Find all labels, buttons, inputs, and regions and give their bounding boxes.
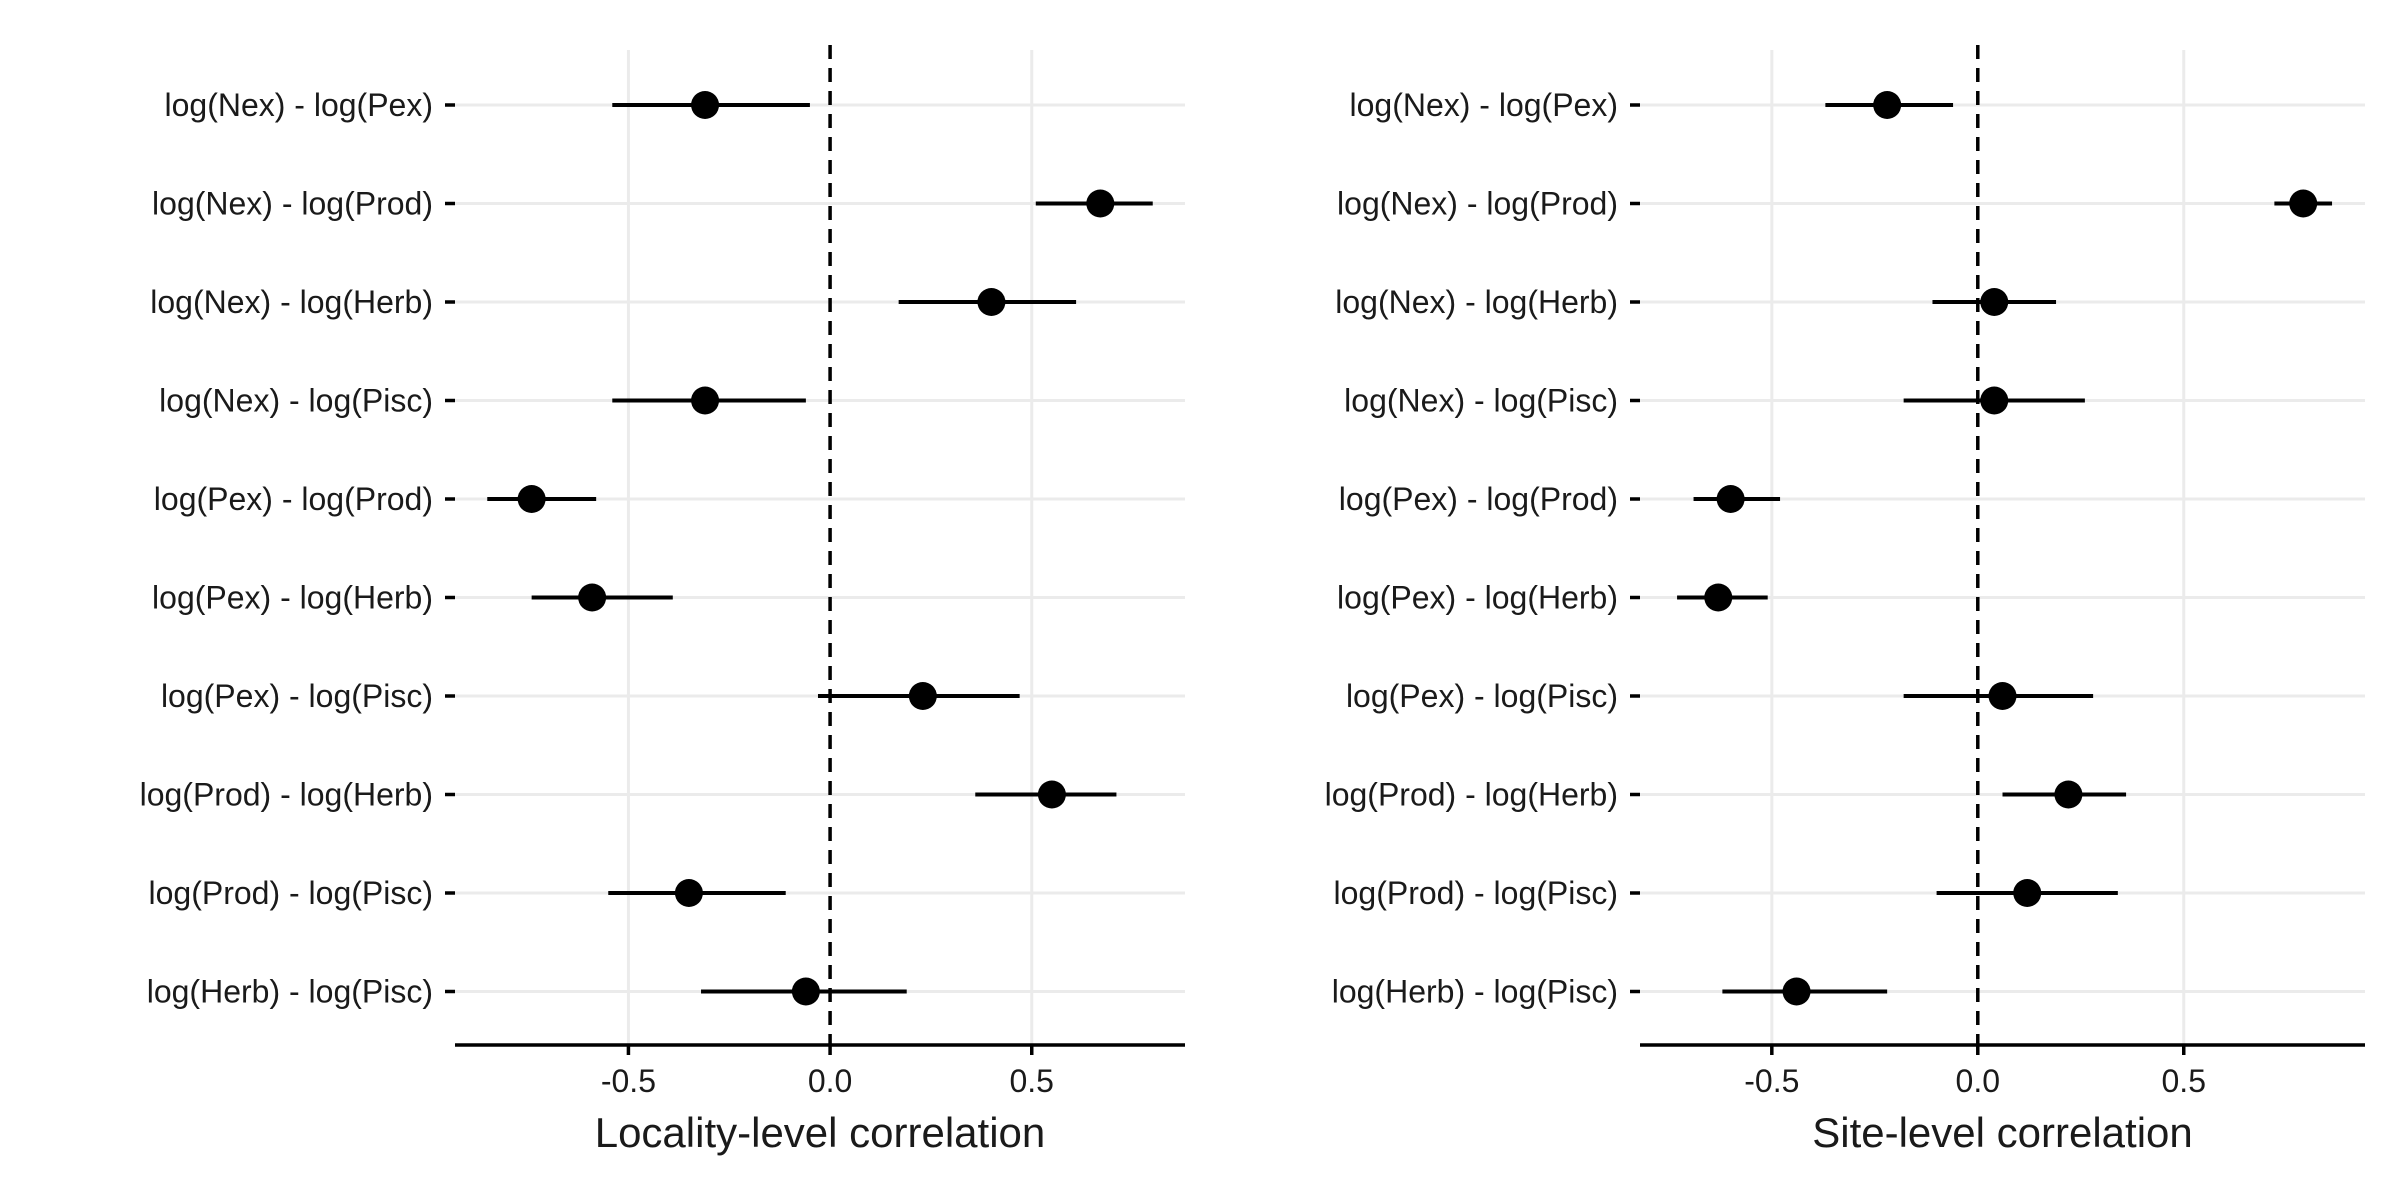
x-tick-label: -0.5 [1744,1063,1799,1099]
y-tick-label: log(Prod) - log(Herb) [1325,777,1618,813]
estimate-point [1988,682,2017,710]
y-tick-label: log(Pex) - log(Pisc) [1346,678,1618,714]
x-tick-label: 0.0 [808,1063,852,1099]
y-tick-label: log(Pex) - log(Prod) [1339,481,1618,517]
y-tick-label: log(Nex) - log(Pex) [164,87,433,123]
y-tick-label: log(Nex) - log(Prod) [152,186,433,222]
estimate-point [517,485,546,513]
estimate-point [2289,189,2318,218]
estimate-point [691,386,720,415]
estimate-point [2054,780,2083,809]
y-tick-label: log(Nex) - log(Prod) [1337,186,1618,222]
y-tick-label: log(Nex) - log(Pisc) [1344,383,1618,419]
y-tick-label: log(Herb) - log(Pisc) [1332,974,1618,1010]
x-tick-label: 0.5 [2162,1063,2206,1099]
x-axis-title: Locality-level correlation [595,1109,1046,1156]
estimate-point [1037,780,1066,809]
y-tick-label: log(Nex) - log(Herb) [1335,284,1618,320]
y-tick-label: log(Nex) - log(Pisc) [159,383,433,419]
y-tick-label: log(Pex) - log(Herb) [1337,580,1618,616]
y-tick-label: log(Herb) - log(Pisc) [147,974,433,1010]
estimate-point [1980,386,2009,415]
estimate-point [1782,977,1811,1006]
estimate-point [1086,189,1115,218]
locality-correlation-panel: -0.5 0.0 0.5 Locality-level correlation log(… [140,45,1185,1156]
x-tick-label: 0.5 [1009,1063,1053,1099]
y-tick-label: log(Nex) - log(Pex) [1349,87,1618,123]
y-tick-label: log(Prod) - log(Pisc) [148,875,433,911]
y-tick-label: log(Pex) - log(Herb) [152,580,433,616]
estimate-point [1716,485,1745,513]
estimate-point [1980,288,2009,316]
y-tick-label: log(Pex) - log(Pisc) [161,678,433,714]
estimate-point [578,583,607,612]
estimate-point [674,879,703,907]
estimate-point [2013,879,2042,907]
y-tick-label: log(Prod) - log(Herb) [140,777,433,813]
estimate-point [977,288,1006,316]
site-correlation-panel: -0.5 0.0 0.5 Site-level correlation log(Nex)… [1325,45,2365,1156]
estimate-point [1704,583,1733,612]
estimate-point [691,91,720,119]
y-tick-label: log(Prod) - log(Pisc) [1333,875,1618,911]
y-tick-label: log(Nex) - log(Herb) [150,284,433,320]
y-tick-label: log(Pex) - log(Prod) [154,481,433,517]
x-tick-label: -0.5 [601,1063,656,1099]
estimate-point [791,977,820,1006]
x-tick-label: 0.0 [1956,1063,2000,1099]
estimate-point [908,682,937,710]
x-axis-title: Site-level correlation [1812,1109,2193,1156]
estimate-point [1873,91,1902,119]
